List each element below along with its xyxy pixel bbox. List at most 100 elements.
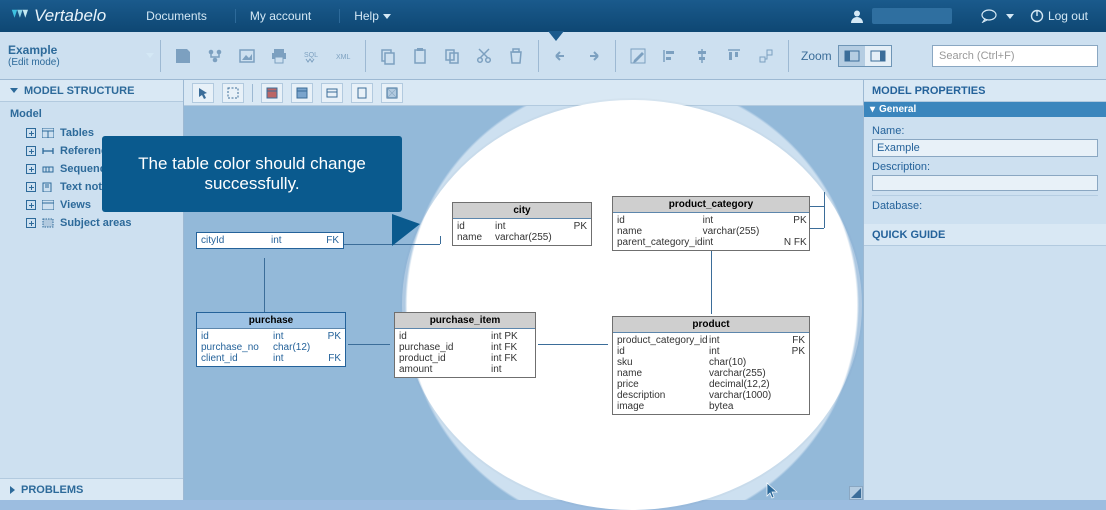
note-tool-icon[interactable] bbox=[351, 83, 373, 103]
undo-icon[interactable] bbox=[549, 44, 573, 68]
col-annot: PK bbox=[777, 215, 807, 226]
share-icon[interactable] bbox=[203, 44, 227, 68]
table-city[interactable]: cityidintPKnamevarchar(255) bbox=[452, 202, 592, 246]
table-product_category[interactable]: product_categoryidintPKnamevarchar(255)p… bbox=[612, 196, 810, 251]
table-client_frag[interactable]: cityIdintFK bbox=[196, 232, 344, 249]
quick-guide-header[interactable]: QUICK GUIDE bbox=[864, 224, 1106, 246]
zoom-label: Zoom bbox=[801, 49, 832, 63]
database-label: Database: bbox=[872, 200, 1098, 212]
col-type: varchar(255) bbox=[709, 368, 783, 379]
col-type: varchar(255) bbox=[495, 232, 565, 243]
edit-icon[interactable] bbox=[626, 44, 650, 68]
problems-header[interactable]: PROBLEMS bbox=[0, 478, 183, 500]
table-tool-icon[interactable] bbox=[261, 83, 283, 103]
sequence-icon bbox=[42, 164, 54, 174]
col-name: purchase_no bbox=[201, 342, 273, 353]
general-section[interactable]: ▾General bbox=[864, 102, 1106, 117]
tutorial-callout: The table color should change successful… bbox=[102, 136, 402, 212]
col-type: int bbox=[271, 235, 317, 246]
table-header: purchase_item bbox=[395, 313, 535, 329]
col-type: int bbox=[273, 331, 319, 342]
nav-my-account[interactable]: My account bbox=[235, 9, 311, 23]
col-type: int bbox=[709, 335, 783, 346]
col-name: id bbox=[457, 221, 495, 232]
col-type: int bbox=[703, 237, 777, 248]
col-name: name bbox=[617, 226, 703, 237]
marquee-tool-icon[interactable] bbox=[222, 83, 244, 103]
area-tool-icon[interactable] bbox=[381, 83, 403, 103]
user-name-pill[interactable] bbox=[872, 8, 952, 24]
col-type: char(12) bbox=[273, 342, 319, 353]
align-top-icon[interactable] bbox=[722, 44, 746, 68]
col-type: decimal(12,2) bbox=[709, 379, 783, 390]
name-input[interactable]: Example bbox=[872, 139, 1098, 157]
logo[interactable]: Vertabelo bbox=[10, 6, 106, 26]
paste-icon[interactable] bbox=[408, 44, 432, 68]
save-icon[interactable] bbox=[171, 44, 195, 68]
general-form: Name: Example Description: Database: bbox=[864, 117, 1106, 222]
scroll-corner-icon[interactable] bbox=[849, 486, 863, 500]
logout-link[interactable]: Log out bbox=[1030, 9, 1088, 23]
model-properties-header[interactable]: MODEL PROPERTIES bbox=[864, 80, 1106, 102]
tree-subject-areas[interactable]: Subject areas bbox=[10, 214, 183, 232]
col-annot: FK bbox=[319, 353, 341, 364]
col-annot: PK bbox=[783, 346, 805, 357]
table-icon bbox=[42, 128, 54, 138]
col-annot bbox=[319, 342, 341, 353]
align-center-icon[interactable] bbox=[690, 44, 714, 68]
document-caret[interactable] bbox=[146, 53, 154, 58]
document-name-block[interactable]: Example (Edit mode) bbox=[8, 36, 138, 76]
col-name: price bbox=[617, 379, 709, 390]
col-name: id bbox=[399, 331, 491, 342]
table-product[interactable]: productproduct_category_idintFKidintPKsk… bbox=[612, 316, 810, 415]
print-icon[interactable] bbox=[267, 44, 291, 68]
right-pane: MODEL PROPERTIES ▾General Name: Example … bbox=[864, 80, 1106, 500]
table-header: product bbox=[613, 317, 809, 333]
user-icon[interactable] bbox=[850, 9, 864, 23]
description-input[interactable] bbox=[872, 175, 1098, 191]
top-nav: Vertabelo Documents My account Help Log … bbox=[0, 0, 1106, 32]
sql-icon[interactable]: SQL bbox=[299, 44, 323, 68]
nav-documents[interactable]: Documents bbox=[146, 9, 207, 23]
arrange-icon[interactable] bbox=[754, 44, 778, 68]
main-row: MODEL STRUCTURE Model Tables References … bbox=[0, 80, 1106, 500]
cut-icon[interactable] bbox=[472, 44, 496, 68]
col-name: cityId bbox=[201, 235, 271, 246]
model-structure-header[interactable]: MODEL STRUCTURE bbox=[0, 80, 183, 102]
table-purchase_item[interactable]: purchase_itemidint PKpurchase_idint FKpr… bbox=[394, 312, 536, 378]
col-type: varchar(1000) bbox=[709, 390, 783, 401]
col-type: int bbox=[495, 221, 565, 232]
col-annot: PK bbox=[565, 221, 587, 232]
col-type: int FK bbox=[491, 353, 531, 364]
col-type: char(10) bbox=[709, 357, 783, 368]
reference-icon bbox=[42, 146, 54, 156]
duplicate-icon[interactable] bbox=[440, 44, 464, 68]
tree-root[interactable]: Model bbox=[10, 108, 183, 120]
nav-help[interactable]: Help bbox=[339, 9, 391, 23]
col-annot bbox=[783, 379, 805, 390]
view-tool-icon[interactable] bbox=[321, 83, 343, 103]
col-name: product_id bbox=[399, 353, 491, 364]
chat-icon[interactable] bbox=[980, 9, 1014, 23]
align-left-icon[interactable] bbox=[658, 44, 682, 68]
col-annot: N FK bbox=[777, 237, 807, 248]
col-name: product_category_id bbox=[617, 335, 709, 346]
search-input[interactable]: Search (Ctrl+F) bbox=[932, 45, 1098, 67]
image-icon[interactable] bbox=[235, 44, 259, 68]
reference-tool-icon[interactable] bbox=[291, 83, 313, 103]
canvas-wrap: cityidintPKnamevarchar(255)cityIdintFKpu… bbox=[184, 80, 864, 500]
toolbar: Example (Edit mode) SQL XML Zoom Search … bbox=[0, 32, 1106, 80]
col-type: int bbox=[491, 364, 531, 375]
redo-icon[interactable] bbox=[581, 44, 605, 68]
canvas[interactable]: cityidintPKnamevarchar(255)cityIdintFKpu… bbox=[184, 106, 863, 500]
pointer-tool-icon[interactable] bbox=[192, 83, 214, 103]
xml-icon[interactable]: XML bbox=[331, 44, 355, 68]
copy-icon[interactable] bbox=[376, 44, 400, 68]
view-left-pane-icon[interactable] bbox=[839, 46, 865, 66]
delete-icon[interactable] bbox=[504, 44, 528, 68]
col-name: client_id bbox=[201, 353, 273, 364]
table-purchase[interactable]: purchaseidintPKpurchase_nochar(12)client… bbox=[196, 312, 346, 367]
col-annot bbox=[565, 232, 587, 243]
col-name: name bbox=[617, 368, 709, 379]
view-right-pane-icon[interactable] bbox=[865, 46, 891, 66]
